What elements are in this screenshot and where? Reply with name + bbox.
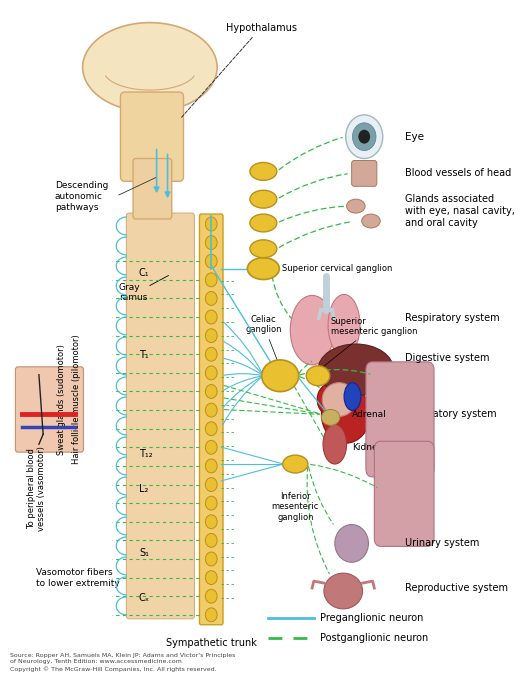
Ellipse shape — [321, 386, 370, 443]
Circle shape — [205, 273, 217, 287]
Text: Eye: Eye — [405, 132, 424, 142]
Ellipse shape — [347, 199, 365, 213]
Text: Reproductive system: Reproductive system — [405, 583, 508, 593]
FancyBboxPatch shape — [121, 92, 184, 181]
Ellipse shape — [83, 23, 217, 112]
Ellipse shape — [344, 383, 361, 410]
Text: T₁: T₁ — [139, 350, 149, 360]
Ellipse shape — [248, 258, 279, 280]
Circle shape — [205, 608, 217, 622]
Circle shape — [205, 329, 217, 343]
FancyBboxPatch shape — [200, 214, 223, 625]
Circle shape — [205, 477, 217, 491]
Ellipse shape — [328, 294, 360, 356]
Circle shape — [205, 533, 217, 547]
Text: Respiratory system: Respiratory system — [405, 313, 499, 323]
Circle shape — [205, 403, 217, 417]
Circle shape — [205, 348, 217, 361]
Text: Celiac
ganglion: Celiac ganglion — [245, 314, 282, 366]
Text: To peripheral blood
vessels (vasomotor): To peripheral blood vessels (vasomotor) — [27, 446, 46, 531]
Ellipse shape — [306, 366, 330, 386]
FancyBboxPatch shape — [133, 158, 172, 219]
Text: T₁₂: T₁₂ — [139, 449, 152, 459]
Circle shape — [205, 310, 217, 324]
Ellipse shape — [318, 344, 394, 395]
FancyBboxPatch shape — [374, 442, 434, 547]
Ellipse shape — [250, 240, 277, 258]
Circle shape — [205, 254, 217, 268]
Text: Kidney: Kidney — [352, 443, 383, 452]
Text: Digestive system: Digestive system — [405, 353, 489, 363]
Ellipse shape — [324, 573, 362, 609]
Text: S₁: S₁ — [139, 549, 149, 558]
Ellipse shape — [283, 455, 308, 473]
Text: Hypothalamus: Hypothalamus — [181, 23, 296, 117]
Circle shape — [205, 552, 217, 566]
Circle shape — [205, 292, 217, 305]
FancyBboxPatch shape — [16, 367, 84, 452]
Text: C₁: C₁ — [139, 267, 150, 278]
Circle shape — [205, 236, 217, 249]
Text: Adrenal: Adrenal — [352, 410, 386, 419]
Text: Glands associated
with eye, nasal cavity,
and oral cavity: Glands associated with eye, nasal cavity… — [405, 193, 514, 229]
FancyBboxPatch shape — [126, 213, 194, 618]
Circle shape — [205, 571, 217, 585]
Ellipse shape — [362, 214, 380, 228]
Text: Inferior
mesenteric
ganglion: Inferior mesenteric ganglion — [271, 492, 319, 522]
Text: Source: Ropper AH, Samuels MA, Klein JP: Adams and Victor's Principles
of Neurol: Source: Ropper AH, Samuels MA, Klein JP:… — [9, 653, 235, 672]
Circle shape — [358, 130, 370, 144]
Circle shape — [205, 459, 217, 473]
Circle shape — [205, 422, 217, 435]
Circle shape — [205, 366, 217, 380]
FancyBboxPatch shape — [352, 160, 377, 187]
FancyBboxPatch shape — [366, 362, 434, 477]
Ellipse shape — [290, 296, 334, 365]
Ellipse shape — [250, 190, 277, 208]
Text: Sympathetic trunk: Sympathetic trunk — [166, 638, 257, 647]
Text: Superior
mesenteric ganglion: Superior mesenteric ganglion — [320, 316, 417, 369]
Ellipse shape — [262, 360, 298, 392]
Circle shape — [205, 496, 217, 510]
Circle shape — [205, 515, 217, 529]
Text: Gray
ramus: Gray ramus — [119, 283, 147, 302]
Text: Postganglionic neuron: Postganglionic neuron — [320, 633, 428, 643]
Text: Preganglionic neuron: Preganglionic neuron — [320, 613, 423, 623]
Text: Cₓ: Cₓ — [139, 593, 150, 603]
Text: Superior cervical ganglion: Superior cervical ganglion — [282, 264, 392, 273]
Text: Descending
autonomic
pathways: Descending autonomic pathways — [55, 180, 108, 212]
Circle shape — [353, 123, 376, 151]
Circle shape — [205, 589, 217, 603]
Ellipse shape — [250, 162, 277, 180]
Circle shape — [205, 384, 217, 399]
Text: Sweat glands (sudomotor): Sweat glands (sudomotor) — [57, 344, 66, 455]
Circle shape — [205, 440, 217, 454]
Text: Hair follicle muscle (pilomotor): Hair follicle muscle (pilomotor) — [72, 334, 81, 464]
Ellipse shape — [250, 214, 277, 232]
Circle shape — [205, 217, 217, 231]
Text: Vasomotor fibers
to lower extremity: Vasomotor fibers to lower extremity — [36, 569, 120, 588]
Text: Circulatory system: Circulatory system — [405, 410, 496, 419]
Ellipse shape — [321, 410, 340, 426]
Ellipse shape — [322, 383, 356, 417]
Text: Urinary system: Urinary system — [405, 538, 479, 549]
Ellipse shape — [317, 383, 347, 417]
Ellipse shape — [335, 524, 369, 562]
Circle shape — [346, 115, 383, 158]
Text: Blood vessels of head: Blood vessels of head — [405, 169, 511, 178]
Ellipse shape — [323, 424, 347, 464]
Text: L₂: L₂ — [139, 484, 148, 494]
